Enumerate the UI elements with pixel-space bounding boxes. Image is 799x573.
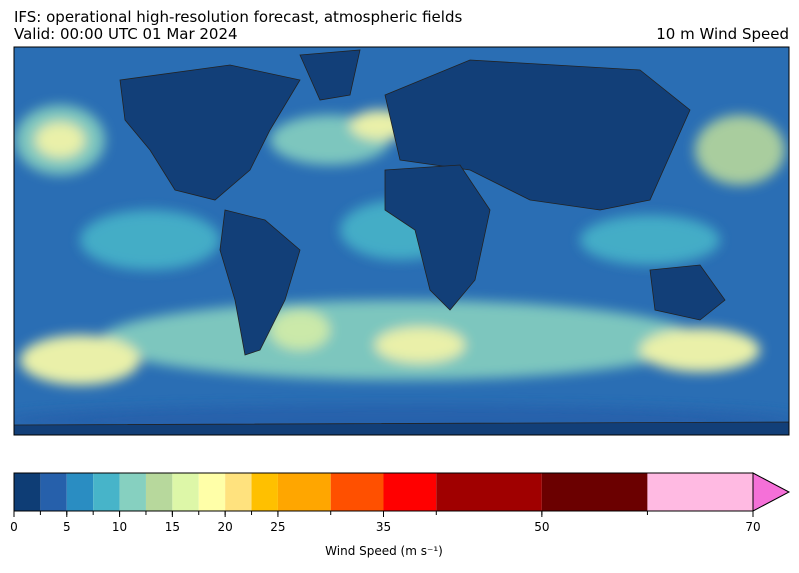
- colorbar-tick-label: 35: [376, 520, 391, 534]
- colorbar-segment: [66, 473, 94, 511]
- map-frame: [13, 46, 790, 436]
- colorbar-segment: [383, 473, 437, 511]
- colorbar-tick-label: 10: [112, 520, 127, 534]
- valid-time: Valid: 00:00 UTC 01 Mar 2024: [14, 25, 238, 43]
- colorbar-tick-label: 0: [10, 520, 18, 534]
- colorbar-segment: [119, 473, 146, 511]
- colorbar-segment: [14, 473, 41, 511]
- colorbar-segment: [330, 473, 384, 511]
- colorbar-tick-label: 5: [63, 520, 71, 534]
- colorbar-segment: [251, 473, 278, 511]
- colorbar-segment: [40, 473, 67, 511]
- colorbar-label: Wind Speed (m s⁻¹): [325, 544, 443, 558]
- colorbar-extension: [752, 472, 791, 512]
- colorbar-segment: [436, 473, 542, 511]
- colorbar-segment: [145, 473, 173, 511]
- colorbar: 0 5 10 15 20 25 35 50 70: [10, 472, 791, 534]
- colorbar-tick-label: 15: [165, 520, 180, 534]
- map: [14, 47, 789, 435]
- colorbar-tick-label: 70: [745, 520, 760, 534]
- colorbar-tick-label: 50: [534, 520, 549, 534]
- colorbar-segment: [198, 473, 226, 511]
- title: IFS: operational high-resolution forecas…: [14, 8, 462, 26]
- colorbar-tick-label: 25: [270, 520, 285, 534]
- field-name: 10 m Wind Speed: [656, 25, 789, 43]
- colorbar-segment: [277, 473, 331, 511]
- continents: [14, 49, 789, 435]
- colorbar-segment: [541, 473, 648, 511]
- colorbar-segment: [172, 473, 199, 511]
- colorbar-segment: [647, 473, 753, 511]
- colorbar-segment: [93, 473, 120, 511]
- colorbar-tick-label: 20: [218, 520, 233, 534]
- colorbar-segment: [225, 473, 252, 511]
